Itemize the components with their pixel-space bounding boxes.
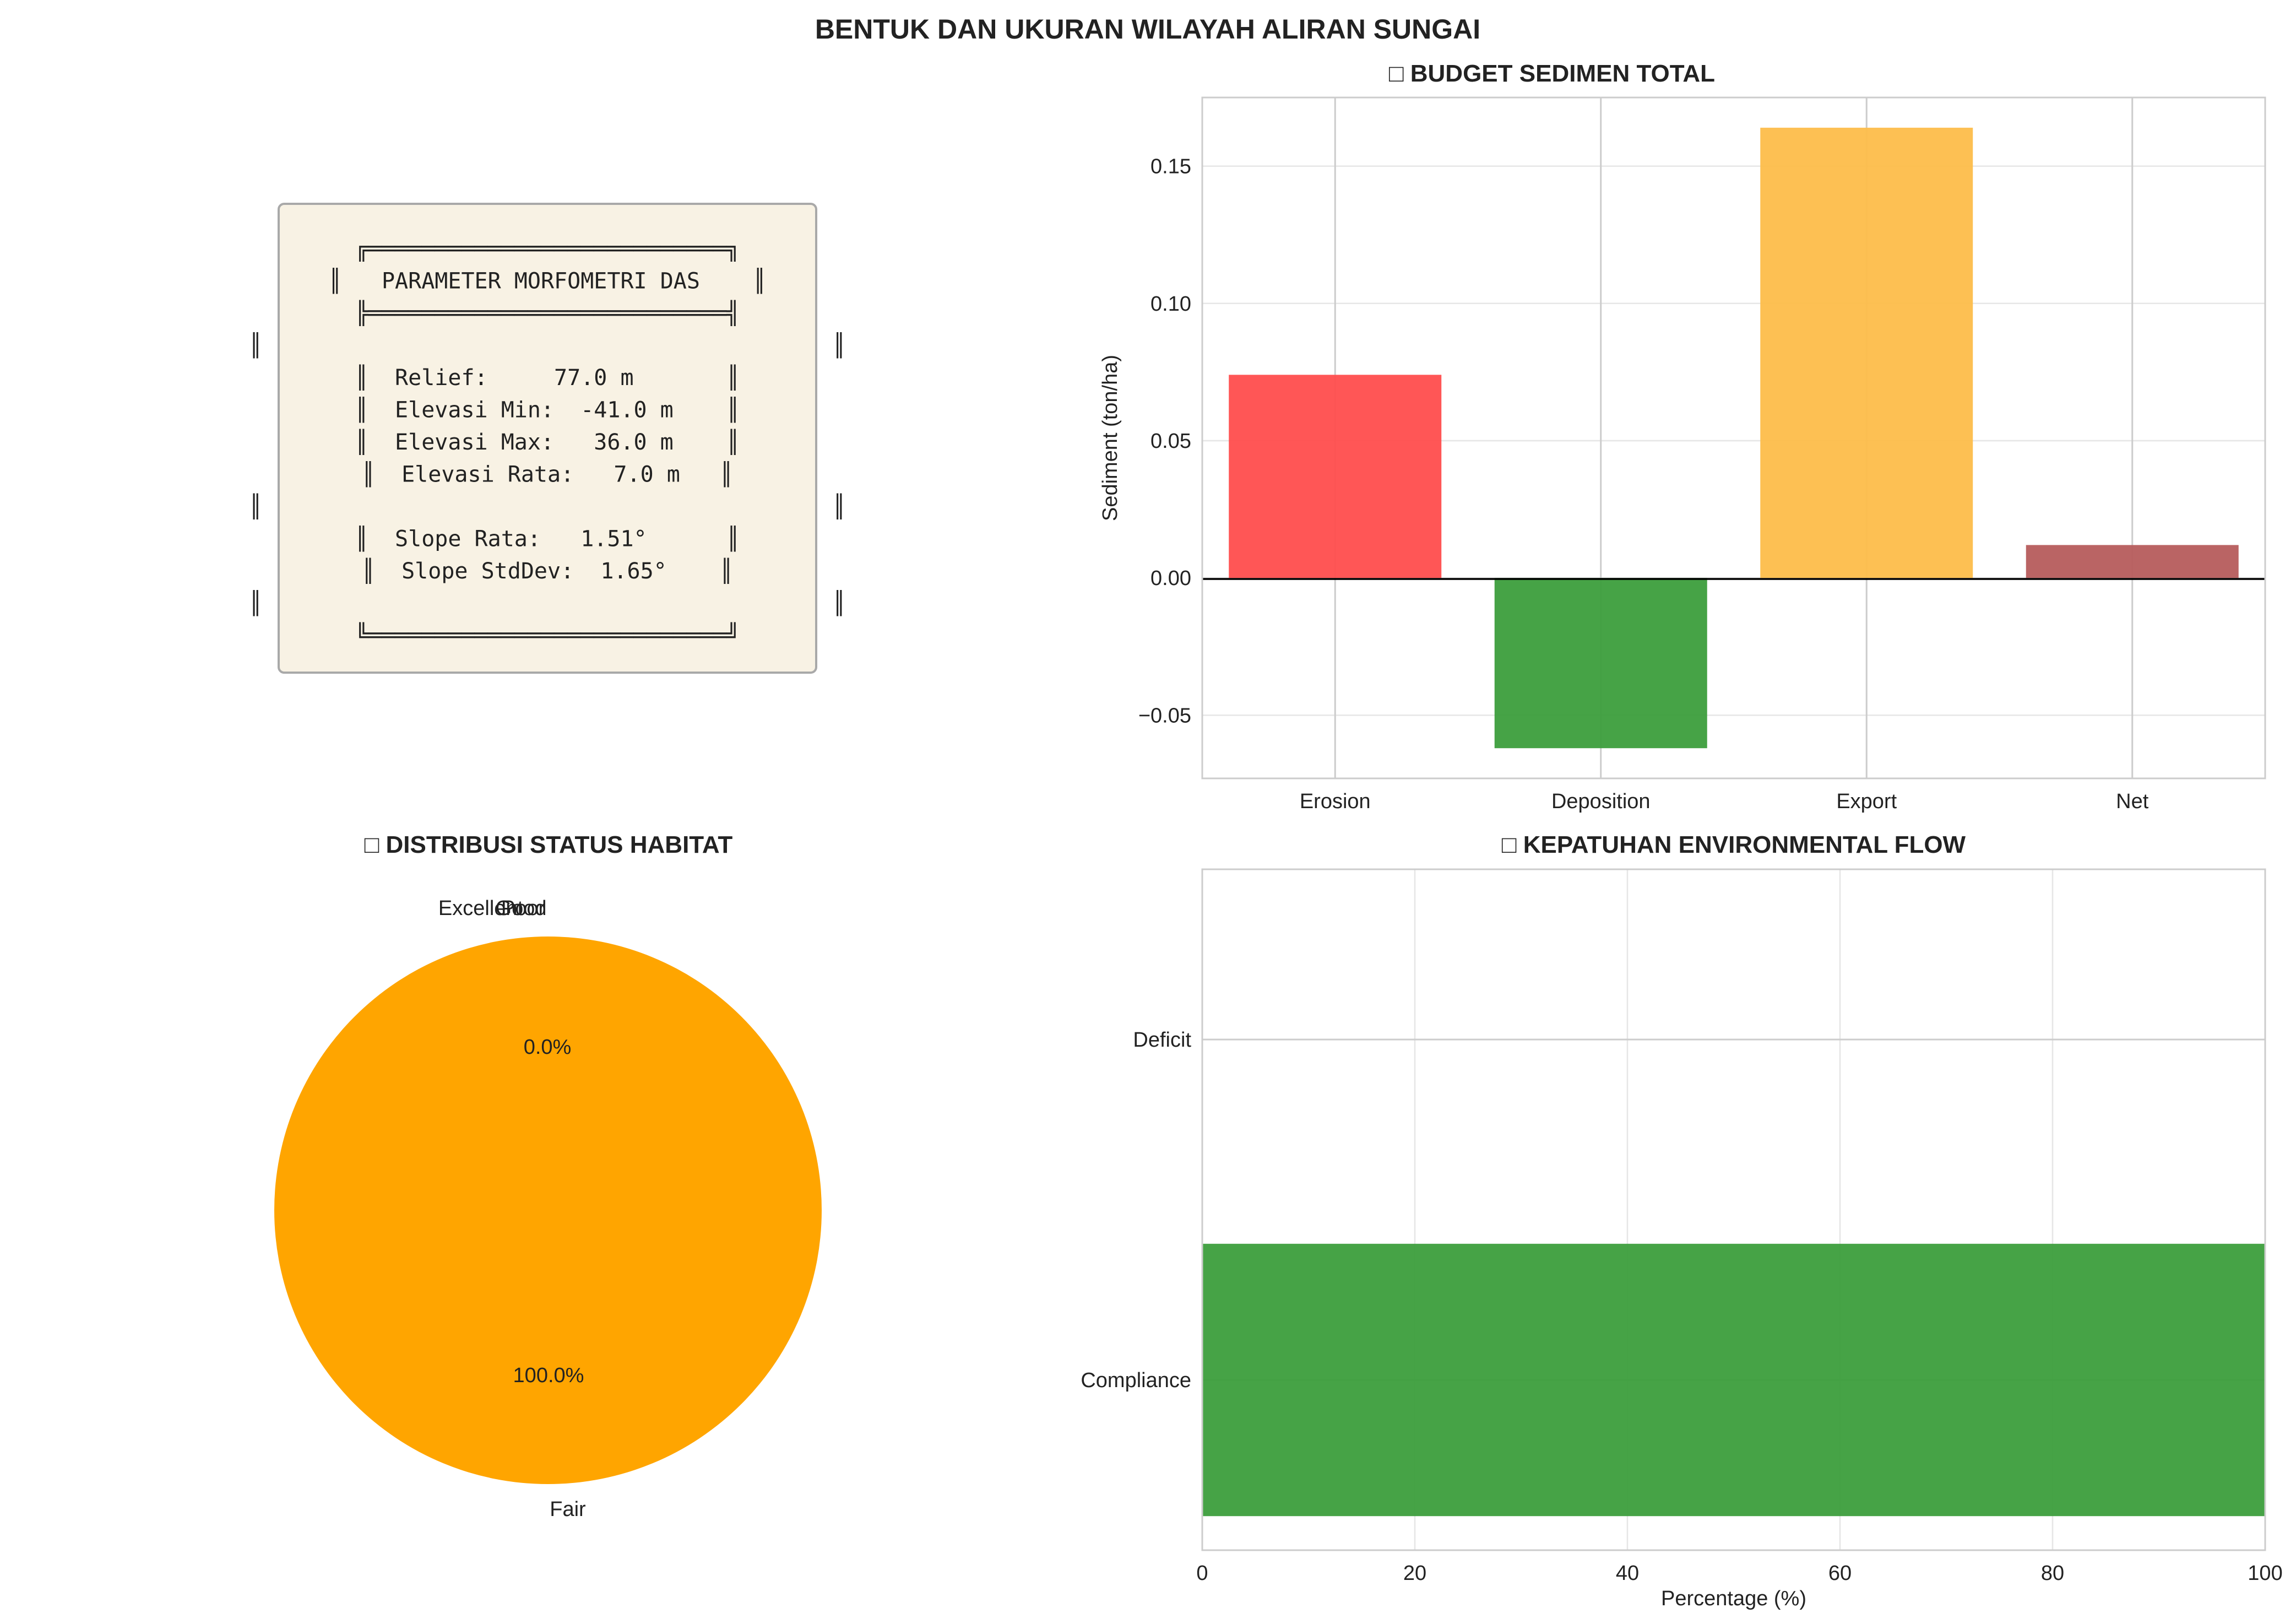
- eflow-bars: [1202, 1243, 2265, 1517]
- sediment-axes-frame: [1201, 96, 2266, 779]
- sediment-y-tick-label: −0.05: [1138, 704, 1191, 727]
- pie-label-fair: Fair: [550, 1498, 586, 1521]
- sediment-bars: [1229, 127, 2239, 749]
- habitat-chart-title: □ DISTRIBUSI STATUS HABITAT: [365, 831, 733, 858]
- parameter-line: ║ ║: [249, 590, 846, 616]
- sediment-x-tick-label: Export: [1836, 790, 1897, 813]
- parameter-line: ║ ║: [249, 332, 846, 359]
- parameter-line: ║ Elevasi Min: -41.0 m ║: [355, 397, 740, 423]
- pie-pct-fair: 100.0%: [513, 1364, 584, 1387]
- parameter-lines: ╔═══════════════════════════╗ ║ PARAMETER…: [249, 236, 846, 648]
- sediment-y-ticks: −0.05 0.00 0.05 0.10 0.15: [1138, 155, 1191, 728]
- eflow-x-ticks: 0 20 40 60 80 100: [1196, 1562, 2282, 1585]
- parameter-line: ║ ║: [249, 493, 846, 519]
- eflow-y-ticks: Compliance Deficit: [1081, 1028, 1191, 1392]
- sediment-y-axis-label: Sediment (ton/ha): [1099, 355, 1122, 521]
- eflow-y-tick-label: Deficit: [1133, 1028, 1191, 1052]
- parameter-line: ╚═══════════════════════════╝: [355, 622, 740, 648]
- sediment-y-tick-label: 0.05: [1150, 430, 1191, 453]
- eflow-x-tick-label: 60: [1828, 1562, 1852, 1585]
- eflow-x-tick-label: 0: [1196, 1562, 1208, 1585]
- sediment-x-tick-label: Erosion: [1300, 790, 1371, 813]
- sediment-bar-net: [2026, 545, 2239, 578]
- sediment-y-tick-label: 0.10: [1150, 293, 1191, 316]
- parameter-line: ║ Elevasi Rata: 7.0 m ║: [362, 461, 733, 488]
- eflow-x-tick-label: 40: [1616, 1562, 1639, 1585]
- sediment-x-ticks: Erosion Deposition Export Net: [1300, 790, 2149, 813]
- parameter-box: [278, 203, 817, 674]
- eflow-y-tick-label: Compliance: [1081, 1369, 1191, 1392]
- pie-label-poor: Poor: [501, 897, 546, 920]
- pie-slice-fair: [274, 936, 822, 1484]
- figure-title: BENTUK DAN UKURAN WILAYAH ALIRAN SUNGAI: [815, 14, 1480, 45]
- sediment-bar-deposition: [1494, 578, 1707, 749]
- parameter-line: ║ Slope Rata: 1.51° ║: [355, 526, 740, 552]
- habitat-pie-panel: □ DISTRIBUSI STATUS HABITAT Excellent Go…: [274, 831, 822, 1521]
- eflow-chart-title: □ KEPATUHAN ENVIRONMENTAL FLOW: [1502, 831, 1966, 858]
- eflow-axes-frame: [1201, 868, 2266, 1551]
- sediment-chart-title: □ BUDGET SEDIMEN TOTAL: [1389, 60, 1715, 87]
- parameter-panel: ╔═══════════════════════════╗ ║ PARAMETER…: [249, 203, 846, 674]
- sediment-y-tick-label: 0.00: [1150, 567, 1191, 590]
- parameter-line: ║ Elevasi Max: 36.0 m ║: [355, 429, 740, 455]
- eflow-x-tick-label: 80: [2041, 1562, 2064, 1585]
- parameter-line: ║ Slope StdDev: 1.65° ║: [362, 557, 733, 584]
- sediment-bar-erosion: [1229, 375, 1442, 578]
- pie-pct-zero: 0.0%: [524, 1036, 572, 1059]
- parameter-line: ╠═══════════════════════════╣: [355, 300, 740, 326]
- sediment-x-tick-label: Net: [2116, 790, 2149, 813]
- eflow-bar-compliance: [1202, 1243, 2265, 1517]
- eflow-x-tick-label: 20: [1403, 1562, 1426, 1585]
- pie-label-good: Good: [496, 897, 547, 920]
- parameter-line: ╔═══════════════════════════╗: [355, 236, 740, 262]
- eflow-panel: □ KEPATUHAN ENVIRONMENTAL FLOW 0 20 40 60 80…: [1081, 831, 2282, 1610]
- eflow-x-axis-label: Percentage (%): [1661, 1587, 1806, 1610]
- pie-label-excellent: Excellent: [438, 897, 524, 920]
- parameter-line: ║ Relief: 77.0 m ║: [355, 364, 740, 391]
- eflow-x-tick-label: 100: [2248, 1562, 2282, 1585]
- sediment-bar-export: [1760, 127, 1973, 578]
- sediment-budget-panel: □ BUDGET SEDIMEN TOTAL −0.05 0.00 0.05 0.10…: [1099, 60, 2266, 813]
- parameter-line: ║ PARAMETER MORFOMETRI DAS ║: [329, 268, 767, 294]
- sediment-y-tick-label: 0.15: [1150, 155, 1191, 178]
- sediment-x-tick-label: Deposition: [1551, 790, 1651, 813]
